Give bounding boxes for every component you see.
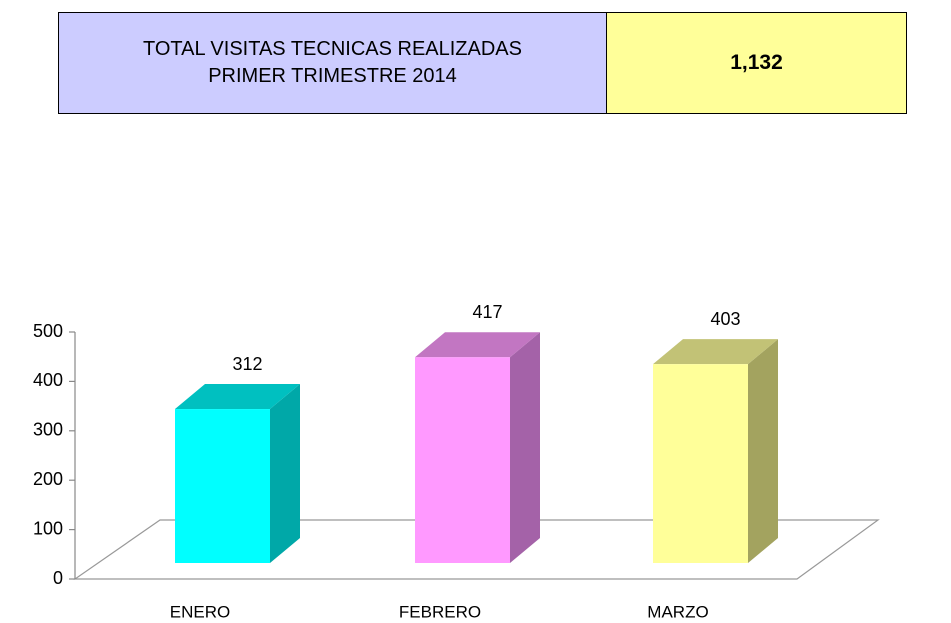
bar-top <box>175 384 300 410</box>
data-label: 417 <box>472 302 502 322</box>
bar-side <box>270 384 300 563</box>
bar-top <box>415 332 540 358</box>
summary-label: TOTAL VISITAS TECNICAS REALIZADAS PRIMER… <box>59 13 607 113</box>
y-tick-label: 500 <box>33 321 63 341</box>
summary-label-line: PRIMER TRIMESTRE 2014 <box>208 65 457 87</box>
x-tick-label: ENERO <box>170 602 230 621</box>
y-tick-label: 0 <box>53 568 63 588</box>
bar-side <box>510 332 540 563</box>
bar-side <box>748 339 778 563</box>
bar <box>415 357 510 563</box>
y-tick-label: 100 <box>33 518 63 538</box>
bar <box>653 364 748 563</box>
floor <box>73 519 880 580</box>
summary-total: 1,132 <box>607 13 906 113</box>
y-tick-label: 400 <box>33 370 63 390</box>
y-tick-label: 200 <box>33 469 63 489</box>
x-tick-label: MARZO <box>647 602 708 621</box>
bar-top <box>653 339 778 365</box>
data-label: 312 <box>232 354 262 374</box>
bar <box>175 409 270 563</box>
data-label: 403 <box>710 309 740 329</box>
summary-table: TOTAL VISITAS TECNICAS REALIZADAS PRIMER… <box>58 12 907 114</box>
summary-label-line: TOTAL VISITAS TECNICAS REALIZADAS <box>143 38 522 60</box>
y-tick-label: 300 <box>33 420 63 440</box>
x-tick-label: FEBRERO <box>399 602 481 621</box>
